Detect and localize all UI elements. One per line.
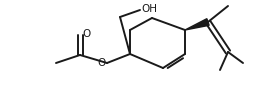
Text: O: O [82,29,90,39]
Polygon shape [185,19,209,30]
Text: OH: OH [141,4,157,14]
Text: O: O [98,58,106,68]
